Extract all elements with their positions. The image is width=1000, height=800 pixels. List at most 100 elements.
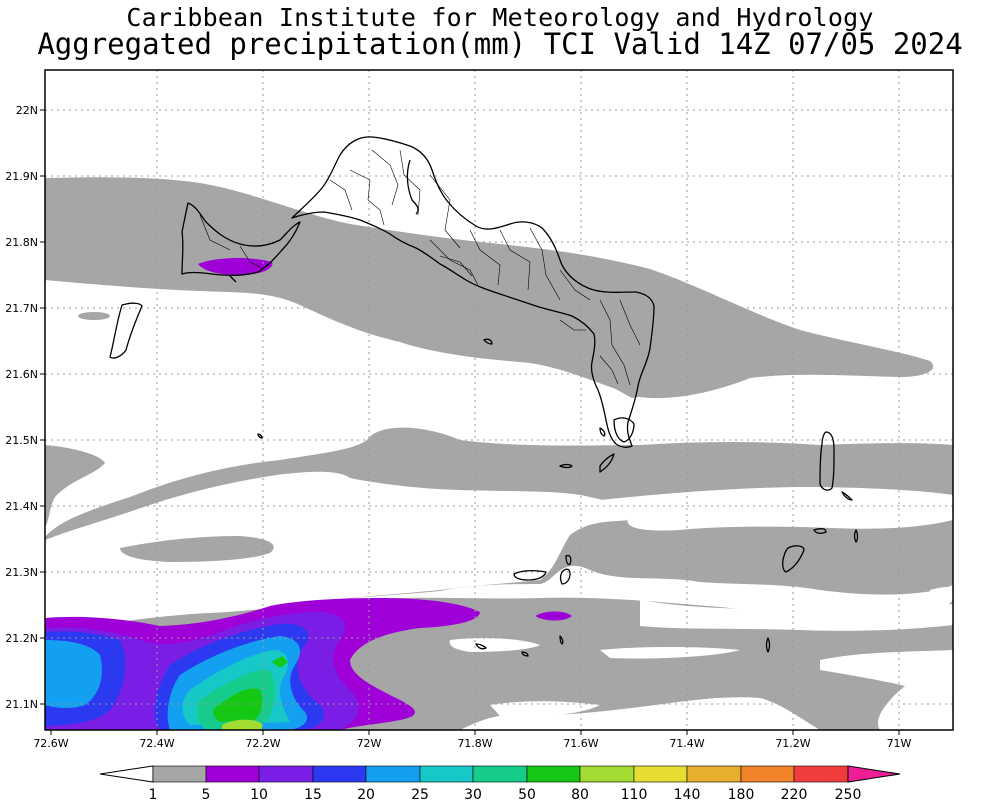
cay-a — [599, 453, 615, 473]
colorbar-label: 140 — [674, 787, 701, 800]
clear-area-11 — [930, 586, 953, 600]
precip-25mm — [45, 640, 102, 709]
lon-tick-label: 72.6W — [33, 737, 68, 750]
salt-cay — [782, 545, 805, 573]
precip-80mm — [213, 688, 263, 722]
colorbar-label: 20 — [357, 787, 375, 800]
lon-axis: 72.6W 72.4W 72.2W 72W 71.8W 71.6W 71.4W … — [33, 730, 912, 750]
cay-h — [521, 651, 529, 657]
ambergris-cay — [513, 570, 547, 581]
precip-80mm-dot — [272, 656, 288, 668]
lat-tick-label: 21.6N — [5, 368, 38, 381]
clear-area-10 — [770, 590, 825, 596]
colorbar-label: 30 — [464, 787, 482, 800]
lon-tick-label: 72.4W — [139, 737, 174, 750]
grand-turk-island — [819, 431, 835, 491]
precip-blob-west — [45, 445, 105, 527]
colorbar-swatch-30 — [472, 765, 528, 783]
cay-e — [853, 529, 859, 543]
lat-tick-label: 22N — [16, 104, 38, 117]
long-cay-2 — [565, 554, 572, 566]
land-outlines — [109, 136, 859, 657]
clear-area-6 — [820, 650, 953, 730]
precip-field — [45, 177, 953, 730]
colorbar-swatch-15 — [312, 765, 367, 783]
colorbar-swatch-140 — [686, 765, 742, 783]
cay-l — [599, 427, 606, 437]
clear-area-3 — [600, 487, 953, 531]
long-cay — [559, 568, 571, 585]
cay-d — [841, 491, 853, 501]
precip-10mm-patch — [535, 611, 572, 621]
clear-area-4 — [640, 600, 953, 631]
west-caicos-island — [109, 302, 143, 359]
cay-g — [475, 643, 487, 650]
colorbar-label: 220 — [781, 787, 808, 800]
cay-f — [765, 637, 771, 653]
colorbar-swatch-5 — [205, 765, 260, 783]
colorbar-swatch-110 — [633, 765, 688, 783]
cay-k — [559, 635, 564, 645]
lat-tick-label: 21.7N — [5, 302, 38, 315]
lat-tick-label: 21.5N — [5, 434, 38, 447]
clear-area-1 — [45, 471, 631, 614]
map-title: Caribbean Institute for Meteorology and … — [126, 3, 874, 32]
colorbar-label: 50 — [518, 787, 536, 800]
lon-tick-label: 72.2W — [245, 737, 280, 750]
clear-area-2 — [120, 536, 274, 562]
north-caicos-island — [291, 136, 655, 448]
cay-b — [559, 463, 573, 469]
colorbar-swatch-180 — [740, 765, 795, 783]
clear-area-9 — [490, 701, 600, 717]
map-subtitle: Aggregated precipitation(mm) TCI Valid 1… — [37, 27, 963, 61]
lat-tick-label: 21.1N — [5, 698, 38, 711]
plot-frame — [44, 69, 954, 731]
colorbar-above-arrow — [847, 765, 901, 783]
colorbar-swatch-80 — [579, 765, 635, 783]
lon-tick-label: 72W — [357, 737, 382, 750]
gridlines — [45, 70, 953, 730]
colorbar: 1 5 10 15 20 25 30 50 80 110 140 180 220… — [99, 765, 901, 800]
north-caicos-coast-inner — [406, 159, 419, 215]
colorbar-swatch-10 — [258, 765, 314, 783]
colorbar-label: 1 — [149, 787, 158, 800]
lat-tick-label: 21.3N — [5, 566, 38, 579]
colorbar-label: 25 — [411, 787, 429, 800]
lat-tick-label: 21.9N — [5, 170, 38, 183]
lat-axis: 22N 21.9N 21.8N 21.7N 21.6N 21.5N 21.4N … — [5, 104, 45, 711]
cay-c — [813, 528, 827, 534]
colorbar-label: 110 — [621, 787, 648, 800]
colorbar-label: 80 — [571, 787, 589, 800]
colorbar-swatch-50 — [526, 765, 581, 783]
precip-band-north — [45, 177, 934, 399]
precip-10mm-north — [198, 258, 273, 275]
colorbar-below-arrow — [99, 765, 154, 783]
lon-tick-label: 71.2W — [775, 737, 810, 750]
precip-110mm — [222, 719, 262, 730]
precip-15mm-dot — [102, 712, 114, 726]
cay-m — [229, 275, 237, 283]
lat-tick-label: 21.8N — [5, 236, 38, 249]
colorbar-label: 5 — [202, 787, 211, 800]
lon-tick-label: 71W — [887, 737, 912, 750]
clear-area-8 — [600, 647, 740, 659]
colorbar-swatch-25 — [419, 765, 474, 783]
colorbar-swatch-20 — [365, 765, 421, 783]
lon-tick-label: 71.8W — [457, 737, 492, 750]
colorbar-swatch-1 — [152, 765, 207, 783]
lon-tick-label: 71.4W — [669, 737, 704, 750]
lon-tick-label: 71.6W — [563, 737, 598, 750]
colorbar-label: 10 — [250, 787, 268, 800]
precip-speck — [78, 312, 110, 320]
cay-j — [483, 338, 493, 345]
providenciales-island — [181, 202, 301, 276]
colorbar-label: 250 — [835, 787, 862, 800]
clear-area-7 — [449, 637, 540, 652]
district-boundaries — [199, 149, 641, 386]
lat-tick-label: 21.2N — [5, 632, 38, 645]
east-cay — [613, 417, 635, 443]
cay-i — [257, 433, 263, 439]
colorbar-label: 180 — [728, 787, 755, 800]
clear-area-5 — [60, 604, 160, 612]
